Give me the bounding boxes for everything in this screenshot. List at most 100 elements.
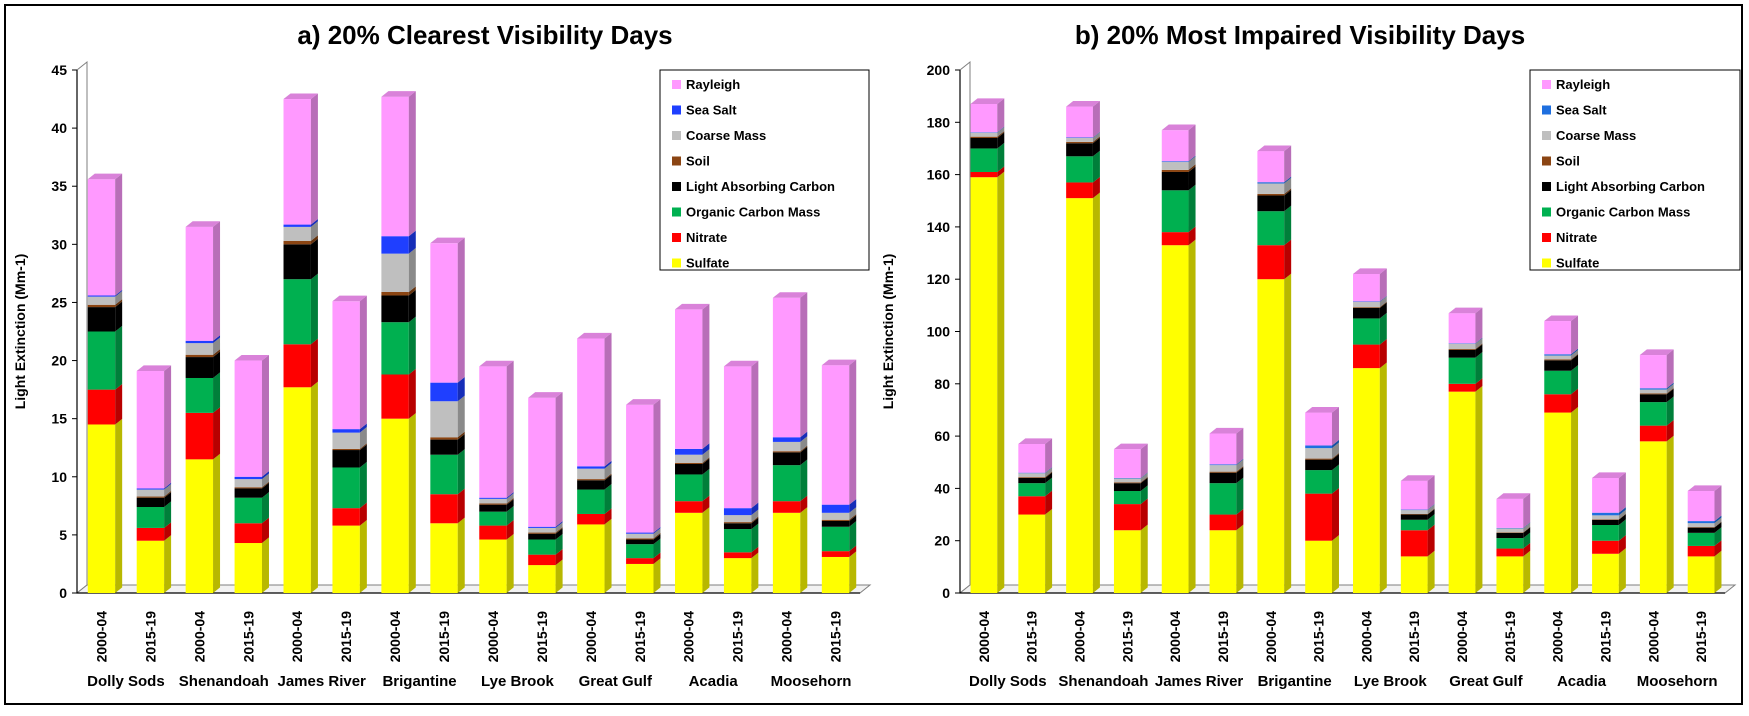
bar-side-soil xyxy=(213,349,221,358)
bar-segment-soil xyxy=(479,503,507,505)
bar-4 xyxy=(1113,443,1148,593)
bar-segment-coarse-mass xyxy=(381,253,409,292)
bar-segment-sulfate xyxy=(970,177,998,593)
x-tick-label: 2000-04 xyxy=(93,611,109,663)
bar-side-sulfate xyxy=(115,418,123,593)
legend-entry: Soil xyxy=(686,154,710,169)
legend-swatch xyxy=(672,182,681,191)
site-label: Shenandoah xyxy=(179,673,269,690)
bar-segment-soil xyxy=(87,304,116,308)
legend-swatch xyxy=(1542,233,1551,242)
bar-side-sea-salt xyxy=(555,521,563,528)
bar-side-soil xyxy=(1618,513,1626,520)
bar-segment-coarse-mass xyxy=(1018,473,1046,478)
bar-top-face xyxy=(1592,472,1626,478)
bar-4 xyxy=(234,354,269,593)
bar-top-face xyxy=(626,399,661,405)
bar-segment-nitrate xyxy=(1544,394,1572,413)
bar-side-rayleigh xyxy=(702,303,710,449)
bar-top-face xyxy=(234,354,269,361)
bar-segment-sea-salt xyxy=(772,437,801,442)
bar-side-light-absorbing-carbon xyxy=(604,474,612,490)
bar-side-nitrate xyxy=(213,407,221,460)
bar-side-coarse-mass xyxy=(213,337,221,355)
legend-swatch xyxy=(1542,105,1551,115)
site-label: Moosehorn xyxy=(771,673,852,690)
bar-side-nitrate xyxy=(702,495,710,513)
site-label: Great Gulf xyxy=(579,673,653,690)
bar-side-rayleigh xyxy=(1714,485,1722,522)
bar-side-coarse-mass xyxy=(164,483,172,497)
bar-side-nitrate xyxy=(1140,498,1148,531)
bar-segment-rayleigh xyxy=(675,309,703,449)
bar-top-face xyxy=(283,93,318,100)
site-label: Acadia xyxy=(689,673,739,690)
bar-segment-soil xyxy=(1018,477,1046,478)
bar-side-light-absorbing-carbon xyxy=(213,351,221,378)
bar-segment-sea-salt xyxy=(1066,137,1093,138)
bar-8 xyxy=(1305,406,1339,593)
bar-side-sulfate xyxy=(1475,386,1483,593)
bar-segment-rayleigh xyxy=(1018,443,1046,473)
bar-segment-rayleigh xyxy=(1496,498,1524,528)
bar-segment-coarse-mass xyxy=(1209,465,1237,472)
y-tick-label: 10 xyxy=(51,469,67,485)
bar-segment-nitrate xyxy=(1018,496,1046,515)
bar-side-rayleigh xyxy=(1045,438,1053,473)
bar-segment-soil xyxy=(430,437,458,440)
legend-entry: Rayleigh xyxy=(1556,77,1610,92)
bar-segment-rayleigh xyxy=(1305,412,1332,446)
bar-side-soil xyxy=(1379,301,1387,308)
bar-top-face xyxy=(970,98,1005,104)
bar-side-soil xyxy=(115,299,123,308)
bar-segment-organic-carbon-mass xyxy=(675,474,703,502)
bar-segment-organic-carbon-mass xyxy=(1400,519,1428,531)
site-label: James River xyxy=(277,673,366,690)
bar-segment-sulfate xyxy=(675,512,703,593)
bar-side-sulfate xyxy=(164,535,172,593)
bar-segment-organic-carbon-mass xyxy=(1687,532,1715,546)
bar-segment-rayleigh xyxy=(577,338,605,467)
bar-side-rayleigh xyxy=(555,392,563,527)
bar-segment-rayleigh xyxy=(1400,480,1428,510)
y-axis-label: Light Extinction (Mm-1) xyxy=(880,254,896,410)
bar-segment-coarse-mass xyxy=(577,468,605,480)
site-label: Brigantine xyxy=(1258,673,1332,690)
y-tick-label: 200 xyxy=(927,62,951,78)
bar-side-sulfate xyxy=(604,518,612,593)
bar-side-coarse-mass xyxy=(1571,349,1579,360)
bar-side-organic-carbon-mass xyxy=(1618,519,1626,541)
site-label: Great Gulf xyxy=(1449,673,1523,690)
legend-entry: Sea Salt xyxy=(1556,103,1607,118)
bar-segment-rayleigh xyxy=(479,366,507,498)
bar-side-coarse-mass xyxy=(1379,296,1387,308)
bar-side-sea-salt xyxy=(213,335,221,344)
bar-side-nitrate xyxy=(604,508,612,525)
bar-7 xyxy=(1257,145,1292,593)
bar-segment-coarse-mass xyxy=(1544,355,1572,360)
bar-segment-sulfate xyxy=(772,512,801,593)
bar-side-sea-salt xyxy=(1092,131,1100,138)
bar-side-light-absorbing-carbon xyxy=(261,482,269,498)
bar-top-face xyxy=(675,303,710,310)
bar-side-rayleigh xyxy=(506,360,514,498)
bar-side-sea-salt xyxy=(702,443,710,455)
bar-segment-organic-carbon-mass xyxy=(430,454,458,495)
bar-segment-sea-salt xyxy=(1305,445,1332,449)
bar-segment-rayleigh xyxy=(283,99,311,225)
y-tick-label: 15 xyxy=(51,411,67,427)
bar-segment-coarse-mass xyxy=(1353,301,1380,308)
bar-segment-nitrate xyxy=(675,501,703,513)
bar-side-coarse-mass xyxy=(751,509,759,523)
bar-segment-soil xyxy=(381,291,409,296)
bar-segment-sulfate xyxy=(1113,530,1141,593)
bar-16 xyxy=(1687,485,1722,593)
bar-side-sea-salt xyxy=(800,431,808,442)
bar-segment-organic-carbon-mass xyxy=(821,526,850,552)
bar-segment-organic-carbon-mass xyxy=(381,322,409,375)
bar-side-organic-carbon-mass xyxy=(997,142,1005,172)
bar-segment-soil xyxy=(1209,471,1237,473)
bar-segment-rayleigh xyxy=(332,301,360,430)
bar-top-face xyxy=(1257,145,1292,152)
bar-side-soil xyxy=(1523,526,1531,533)
